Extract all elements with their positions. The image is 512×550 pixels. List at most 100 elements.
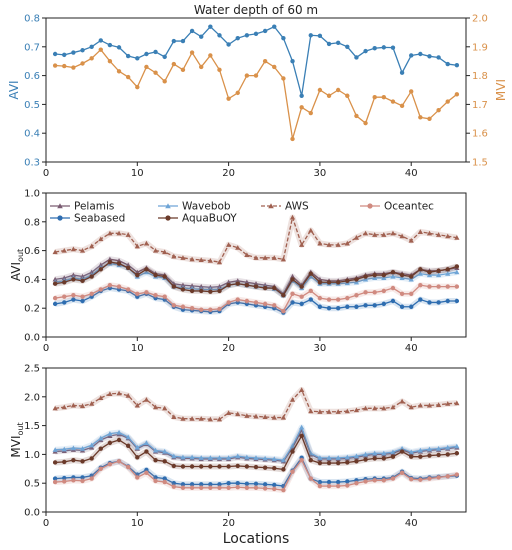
data-point xyxy=(226,485,231,491)
data-point xyxy=(399,470,405,476)
data-point xyxy=(180,282,186,288)
data-point xyxy=(135,84,140,90)
data-point xyxy=(62,479,67,484)
data-point xyxy=(171,414,177,420)
data-point xyxy=(345,479,350,484)
data-point xyxy=(144,449,149,454)
data-point xyxy=(135,455,140,460)
data-point xyxy=(107,256,113,262)
data-point xyxy=(317,33,323,39)
data-point xyxy=(317,240,323,246)
data-point xyxy=(317,295,323,301)
data-point xyxy=(162,274,167,279)
data-point xyxy=(116,258,122,263)
data-point xyxy=(217,33,222,38)
data-point xyxy=(445,474,450,479)
data-point xyxy=(208,307,213,312)
data-point xyxy=(52,295,58,301)
data-point xyxy=(134,269,140,275)
data-point xyxy=(79,248,86,253)
data-point xyxy=(326,297,332,302)
data-point xyxy=(153,293,158,298)
data-point xyxy=(89,56,94,61)
data-point xyxy=(61,248,67,253)
data-point xyxy=(381,478,387,483)
data-point xyxy=(390,285,396,291)
data-point xyxy=(262,482,268,487)
data-point xyxy=(153,272,158,278)
data-point xyxy=(226,455,232,460)
legend-swatch-marker xyxy=(268,203,274,209)
data-point xyxy=(418,51,423,57)
data-point xyxy=(244,73,250,78)
data-point xyxy=(253,284,259,289)
data-point xyxy=(226,481,231,486)
panel1-plot: 0 10 20 30 40 0.3 0.4 0.5 0.6 0.7 0.8 1.5 1.6 1.7 1.8 1… xyxy=(24,14,488,180)
data-point xyxy=(454,269,460,275)
data-point xyxy=(116,69,122,74)
data-point xyxy=(280,457,286,463)
data-point xyxy=(426,230,433,236)
data-point xyxy=(326,306,332,311)
data-point xyxy=(290,300,295,305)
y-right-tick-label: 1.5 xyxy=(472,158,488,169)
data-point xyxy=(253,73,259,78)
data-point xyxy=(381,405,387,411)
data-point xyxy=(363,479,368,484)
data-point xyxy=(107,59,113,64)
data-point xyxy=(271,414,277,420)
data-point xyxy=(125,53,131,59)
data-point xyxy=(280,414,286,420)
data-point xyxy=(281,487,286,493)
data-point xyxy=(134,243,140,249)
data-point xyxy=(262,486,268,491)
data-point xyxy=(143,397,150,402)
y-right-tick-label: 1.8 xyxy=(472,71,488,82)
x-tick-label: 40 xyxy=(405,168,418,179)
y-tick-label: 0.4 xyxy=(24,275,40,286)
data-point xyxy=(345,44,350,49)
panel3-ylabel-sub: out xyxy=(16,422,25,435)
data-point xyxy=(235,463,240,469)
data-point xyxy=(107,461,113,467)
data-point xyxy=(436,268,441,273)
data-point xyxy=(226,410,232,416)
data-point xyxy=(289,443,296,448)
data-point xyxy=(116,459,122,464)
panel3-xlabel: Locations xyxy=(223,531,290,547)
data-point xyxy=(52,447,58,452)
data-point xyxy=(116,261,122,266)
data-point xyxy=(436,452,441,458)
data-point xyxy=(399,275,405,281)
data-point xyxy=(134,402,140,408)
data-point xyxy=(116,45,122,50)
data-point xyxy=(299,105,304,110)
panel1-ylabel-left: AVI xyxy=(7,80,21,99)
data-point xyxy=(317,304,323,309)
data-point xyxy=(244,33,250,38)
data-point xyxy=(408,237,414,243)
data-point xyxy=(290,469,295,474)
data-point xyxy=(381,301,387,307)
data-point xyxy=(226,464,231,469)
data-point xyxy=(335,483,341,489)
data-point xyxy=(208,482,213,487)
data-point xyxy=(436,232,442,237)
data-point xyxy=(445,271,451,276)
data-point xyxy=(171,38,177,44)
data-point xyxy=(289,273,296,279)
data-point xyxy=(235,90,240,96)
data-point xyxy=(399,398,405,404)
data-point xyxy=(62,300,67,305)
data-point xyxy=(408,449,414,455)
data-point xyxy=(135,291,140,296)
data-point xyxy=(409,274,414,279)
y-tick-label: 1.0 xyxy=(24,189,40,200)
data-point xyxy=(399,272,405,278)
data-point xyxy=(171,303,177,308)
y-tick-label: 2.5 xyxy=(24,364,40,375)
data-point xyxy=(299,93,304,98)
x-tick-label: 10 xyxy=(131,168,144,179)
legend-swatch-marker xyxy=(367,203,373,209)
data-point xyxy=(326,41,332,47)
